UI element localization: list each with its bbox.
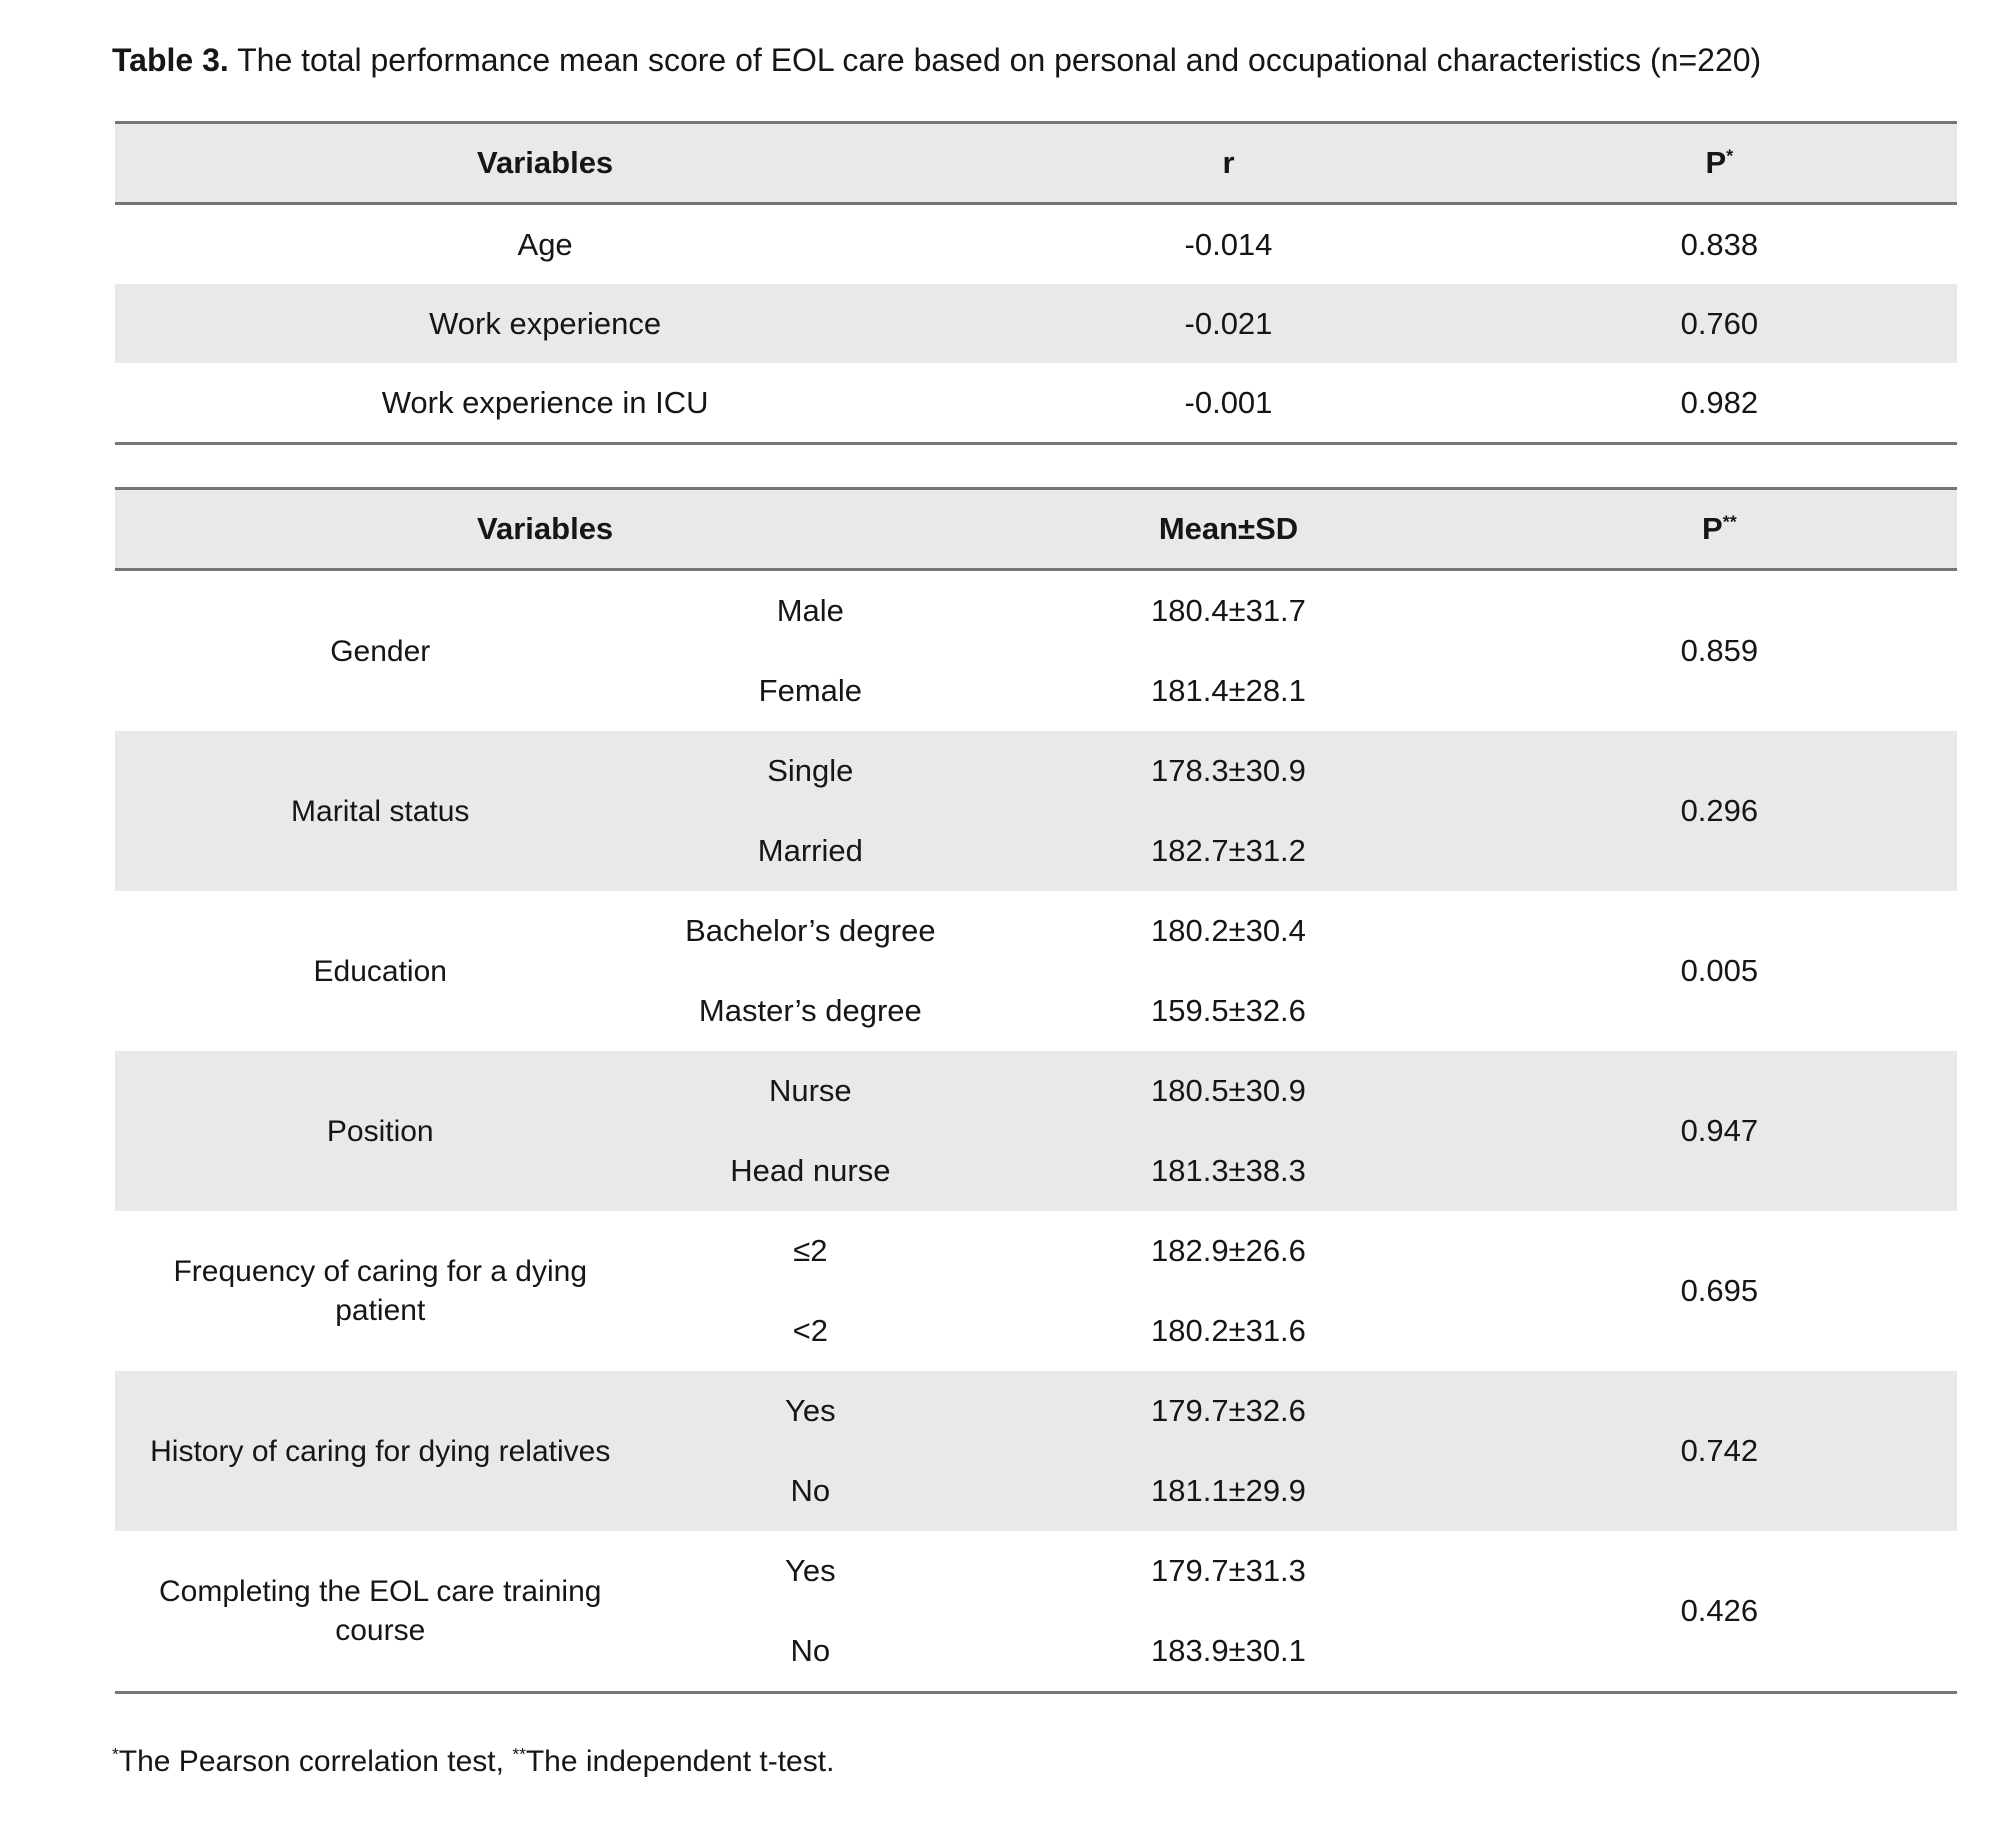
mean-sd-value: 179.7±32.6: [1150, 1393, 1306, 1428]
cell-variable: Work experience: [429, 305, 662, 341]
cell-r: -0.021: [1184, 305, 1273, 341]
category-label: Married: [757, 833, 863, 868]
mean-sd-value: 179.7±31.3: [1150, 1553, 1306, 1588]
group-frequency-of-caring: Frequency of caring for a dying patient …: [115, 1211, 1957, 1371]
group-history-of-caring: History of caring for dying relatives Ye…: [115, 1371, 1957, 1531]
comparison-header-p-label: P: [1702, 511, 1723, 546]
cell-variable: Work experience in ICU: [381, 384, 709, 420]
footnote: *The Pearson correlation test, **The ind…: [112, 1745, 834, 1779]
category-label: Male: [776, 593, 844, 628]
correlation-header-r: r: [1222, 145, 1235, 180]
group-variable-label: History of caring for dying relatives: [150, 1434, 611, 1468]
correlation-header-p: P*: [1482, 145, 1957, 181]
correlation-table: Variables r P* Age -0.014 0.838 Work exp…: [115, 121, 1957, 445]
category-label: Nurse: [768, 1073, 852, 1108]
group-variable-label: Marital status: [291, 794, 470, 828]
mean-sd-value: 180.4±31.7: [1150, 593, 1306, 628]
correlation-header-variables: Variables: [477, 145, 614, 180]
p-value: 0.695: [1680, 1273, 1759, 1308]
mean-sd-value: 180.5±30.9: [1150, 1073, 1306, 1108]
group-variable-label: Position: [326, 1114, 434, 1148]
group-position: Position Nurse 180.5±30.9 Head nurse 181…: [115, 1051, 1957, 1211]
mean-sd-value: 159.5±32.6: [1150, 993, 1306, 1028]
group-variable-label: Completing the EOL care training course: [159, 1575, 602, 1647]
correlation-table-header-row: Variables r P*: [115, 121, 1957, 205]
mean-sd-value: 182.9±26.6: [1150, 1233, 1306, 1268]
footnote-star-pearson: *: [112, 1744, 119, 1764]
group-education: Education Bachelor’s degree 180.2±30.4 M…: [115, 891, 1957, 1051]
group-variable-label: Gender: [330, 634, 431, 668]
comparison-table-body: Gender Male 180.4±31.7 Female 181.4±28.1…: [115, 571, 1957, 1694]
table-row-work-experience-icu: Work experience in ICU -0.001 0.982: [115, 363, 1957, 442]
mean-sd-value: 181.3±38.3: [1150, 1153, 1306, 1188]
category-label: Yes: [785, 1393, 836, 1428]
comparison-header-p: P**: [1482, 511, 1957, 547]
cell-p: 0.838: [1680, 226, 1759, 262]
category-label: Head nurse: [730, 1153, 891, 1188]
table-row-age: Age -0.014 0.838: [115, 205, 1957, 284]
correlation-header-p-superscript: *: [1726, 145, 1734, 166]
correlation-table-body: Age -0.014 0.838 Work experience -0.021 …: [115, 205, 1957, 445]
p-value: 0.742: [1680, 1433, 1759, 1468]
comparison-header-mean-sd: Mean±SD: [1158, 511, 1299, 546]
cell-p: 0.982: [1680, 384, 1759, 420]
p-value: 0.947: [1680, 1113, 1759, 1148]
group-completing-eol-training: Completing the EOL care training course …: [115, 1531, 1957, 1691]
table-title-label: Table 3.: [112, 42, 229, 78]
mean-sd-value: 182.7±31.2: [1150, 833, 1306, 868]
p-value: 0.859: [1680, 633, 1759, 668]
mean-sd-value: 180.2±30.4: [1150, 913, 1306, 948]
comparison-header-variables: Variables: [477, 511, 614, 546]
p-value: 0.426: [1680, 1593, 1759, 1628]
mean-sd-value: 181.4±28.1: [1150, 673, 1306, 708]
cell-r: -0.014: [1184, 226, 1273, 262]
p-value: 0.296: [1680, 793, 1759, 828]
category-label: Female: [758, 673, 863, 708]
category-label: No: [790, 1473, 831, 1508]
mean-sd-value: 181.1±29.9: [1150, 1473, 1306, 1508]
cell-r: -0.001: [1184, 384, 1273, 420]
mean-sd-value: 183.9±30.1: [1150, 1633, 1306, 1668]
table-title: Table 3. The total performance mean scor…: [112, 42, 1932, 79]
table-title-text: The total performance mean score of EOL …: [228, 42, 1762, 78]
category-label: No: [790, 1633, 831, 1668]
comparison-table: Variables Mean±SD P** Gender Male 180.4±…: [115, 487, 1957, 1694]
category-label: <2: [792, 1313, 829, 1348]
comparison-header-p-superscript: **: [1722, 511, 1737, 532]
category-label: ≤2: [793, 1233, 828, 1268]
category-label: Single: [767, 753, 854, 788]
group-gender: Gender Male 180.4±31.7 Female 181.4±28.1…: [115, 571, 1957, 731]
category-label: Yes: [785, 1553, 836, 1588]
footnote-star-ttest: **: [512, 1744, 526, 1764]
table-row-work-experience: Work experience -0.021 0.760: [115, 284, 1957, 363]
group-variable-label: Frequency of caring for a dying patient: [173, 1255, 588, 1327]
p-value: 0.005: [1680, 953, 1759, 988]
mean-sd-value: 180.2±31.6: [1150, 1313, 1306, 1348]
cell-p: 0.760: [1680, 305, 1759, 341]
group-marital-status: Marital status Single 178.3±30.9 Married…: [115, 731, 1957, 891]
category-label: Bachelor’s degree: [685, 913, 936, 948]
correlation-header-p-label: P: [1705, 145, 1727, 180]
comparison-table-header-row: Variables Mean±SD P**: [115, 487, 1957, 571]
category-label: Master’s degree: [698, 993, 922, 1028]
mean-sd-value: 178.3±30.9: [1150, 753, 1306, 788]
cell-variable: Age: [517, 226, 573, 262]
group-variable-label: Education: [313, 954, 447, 988]
footnote-text-ttest: The independent t-test.: [525, 1745, 835, 1778]
footnote-text-pearson: The Pearson correlation test,: [118, 1745, 513, 1778]
